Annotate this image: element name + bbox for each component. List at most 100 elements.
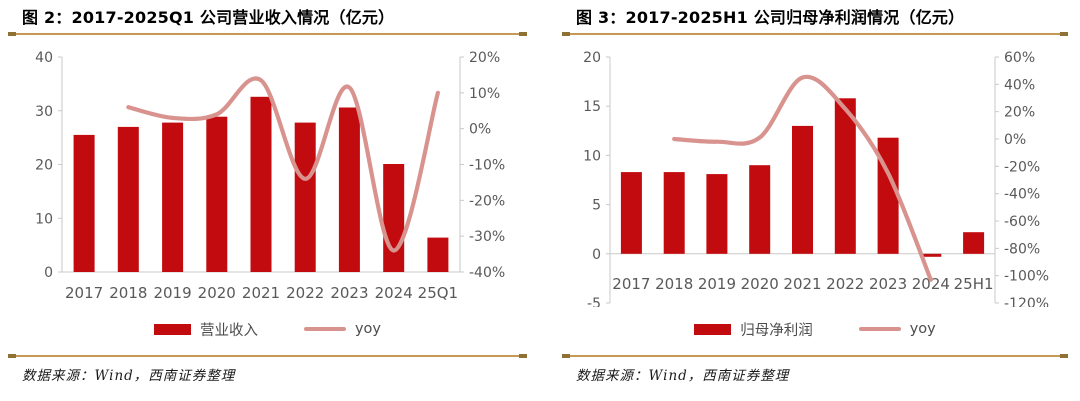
figure-net-profit: 图 3：2017-2025H1 公司归母净利润情况（亿元） -5 0 5 10 15 20… [562,6,1068,384]
line-series-swatch [858,326,901,332]
left-axis-tick-label: 30 [35,104,53,120]
x-axis-label: 2017 [612,275,650,293]
data-source-note: 数据来源：Wind，西南证券整理 [576,368,790,384]
right-axis-tick-label: -20% [469,193,505,209]
line-series-label: yoy [354,321,382,337]
right-axis-tick-label: -40% [469,265,505,281]
right-axis-tick-label: 0% [469,122,491,138]
bar-2024 [920,253,942,257]
left-axis-tick-label: 0 [44,265,53,281]
revenue-chart: 0 10 20 30 40 -40% -30% -20% -10% 0% 10% 20% 2017 201… [35,50,505,302]
bar-series-label: 营业收入 [199,322,258,339]
left-axis-tick-label: 10 [583,148,601,164]
bar-2022 [294,122,316,272]
bar-2019 [706,174,728,254]
x-axis-label: 2022 [826,275,864,293]
legend-item-bar: 归母净利润 [694,319,813,340]
right-axis-tick-label: 10% [469,86,500,102]
rule-endcap [519,354,527,358]
bar-2017 [73,134,95,272]
legend-item-line: yoy [303,321,382,337]
right-axis-tick-label: 20% [1004,105,1035,121]
rule-endcap [1060,32,1068,36]
right-axis-tick-label: 20% [469,50,500,66]
data-source-note: 数据来源：Wind，西南证券整理 [22,368,236,384]
yoy-line [126,76,440,253]
x-axis-label: 2020 [198,284,236,302]
x-axis-label: 25H1 [954,275,994,293]
right-axis-tick-label: -40% [1004,187,1040,203]
figure-revenue: 图 2：2017-2025Q1 公司营业收入情况（亿元） 0 10 20 30 40 -4… [8,6,527,384]
left-axis-tick-label: 5 [592,198,601,214]
rule-endcap [8,32,16,36]
bar-2024 [383,164,405,272]
x-axis-label: 2019 [698,275,736,293]
x-axis-label: 2021 [783,275,821,293]
right-axis-tick-label: 40% [1004,77,1035,93]
right-axis-tick-label: -30% [469,229,505,245]
x-axis-label: 2024 [375,284,413,302]
x-axis-label: 2024 [912,275,950,293]
line-series-swatch [303,326,346,332]
rule-endcap [562,354,570,358]
x-axis-label: 25Q1 [418,284,458,302]
title-rule [562,32,1068,36]
net-profit-chart: -5 0 5 10 15 20 -120% -100% -80% -60% -40% -20% 0% 20… [583,50,1049,307]
bar-25H1 [963,232,985,254]
title-rule [8,32,527,36]
source-rule [562,354,1068,358]
bar-series-swatch [153,323,191,335]
rule-endcap [1060,354,1068,358]
line-series-label: yoy [909,321,936,337]
legend-item-line: yoy [858,321,936,337]
x-axis-label: 2023 [330,284,368,302]
bar-25Q1 [427,237,449,272]
right-axis-tick-label: 60% [1004,50,1035,66]
bar-2017 [620,172,642,254]
rule-endcap [8,354,16,358]
bar-2022 [834,98,856,254]
left-axis-tick-label: 20 [583,50,601,66]
bar-2021 [792,125,813,254]
bar-series-swatch [694,323,732,335]
x-axis-label: 2018 [655,275,693,293]
bar-2020 [206,116,228,272]
right-axis-tick-label: -80% [1004,241,1040,257]
right-axis-tick-label: -100% [1004,269,1049,285]
bar-series-label: 归母净利润 [740,322,813,339]
left-axis-tick-label: 0 [592,247,601,263]
right-axis-tick-label: 0% [1004,132,1026,148]
bar-2021 [250,96,272,272]
right-axis-tick-label: -60% [1004,214,1040,230]
rule-endcap [562,32,570,36]
right-axis-tick-label: -20% [1004,159,1040,175]
rule-endcap [519,32,527,36]
x-axis-label: 2019 [153,284,191,302]
figure-net-profit-title: 图 3：2017-2025H1 公司归母净利润情况（亿元） [576,8,965,27]
figure-revenue-title: 图 2：2017-2025Q1 公司营业收入情况（亿元） [22,8,395,27]
left-axis-tick-label: -5 [587,296,601,307]
x-axis-label: 2021 [242,284,280,302]
source-rule [8,354,527,358]
bar-2023 [338,107,360,272]
x-axis-label: 2018 [109,284,147,302]
net-profit-legend: 归母净利润 yoy [562,317,1068,341]
left-axis-tick-label: 10 [35,211,53,227]
x-axis-label: 2020 [741,275,779,293]
right-axis-tick-label: -120% [1004,296,1049,307]
revenue-legend: 营业收入 yoy [8,317,527,341]
bar-2018 [663,172,685,254]
left-axis-tick-label: 40 [35,50,53,66]
legend-item-bar: 营业收入 [153,319,258,340]
left-axis-tick-label: 15 [583,99,601,115]
x-axis-label: 2023 [869,275,907,293]
x-axis-label: 2022 [286,284,324,302]
bar-2020 [749,165,771,254]
right-axis-tick-label: -10% [469,158,505,174]
left-axis-tick-label: 20 [35,158,53,174]
bar-2019 [162,122,184,272]
yoy-line [672,74,933,282]
x-axis-label: 2017 [65,284,103,302]
bar-2018 [117,126,139,273]
